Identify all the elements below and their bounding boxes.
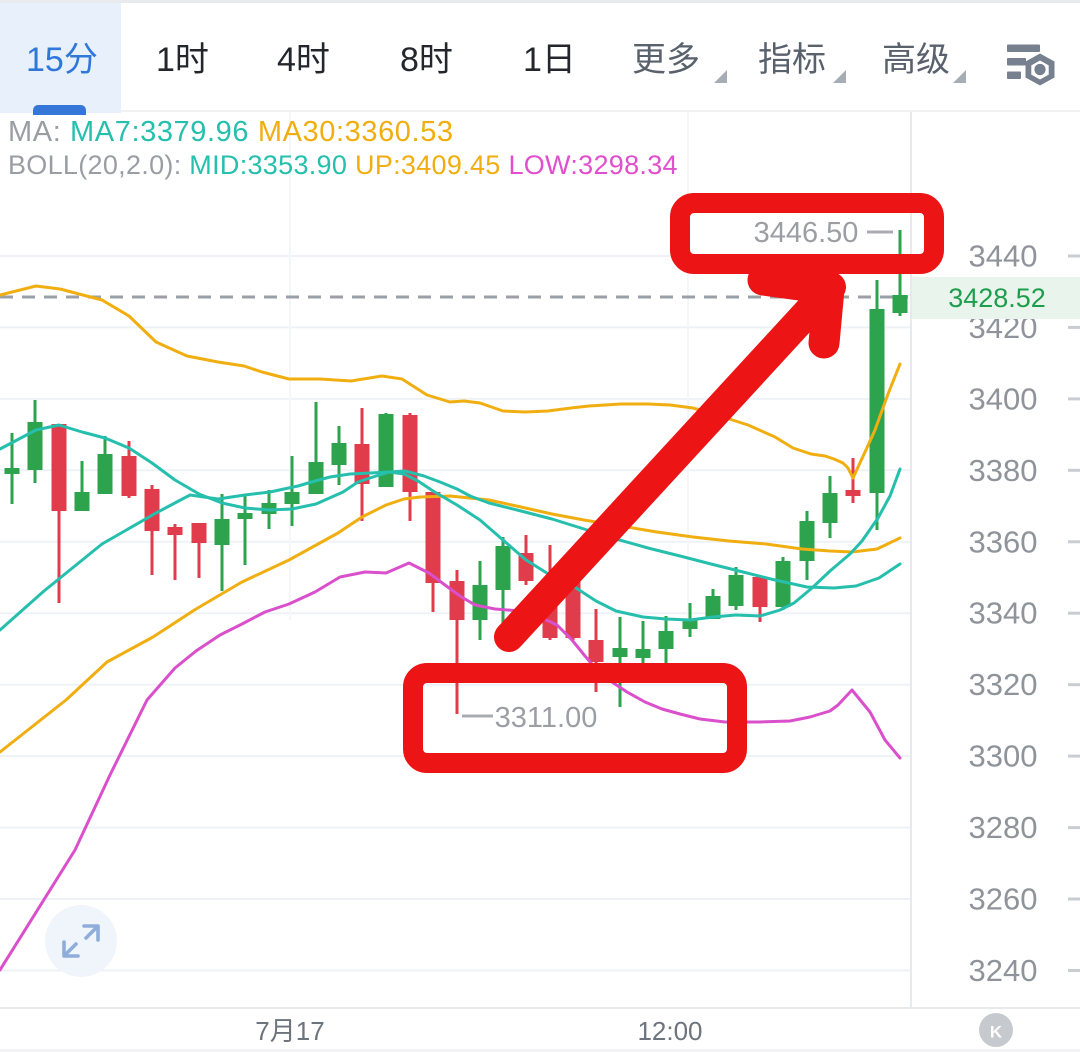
svg-text:3360: 3360 <box>969 524 1038 559</box>
svg-text:3260: 3260 <box>969 882 1038 917</box>
svg-text:3320: 3320 <box>969 667 1038 702</box>
svg-text:3428.52: 3428.52 <box>948 283 1046 313</box>
svg-text:3440: 3440 <box>969 239 1038 274</box>
svg-text:3380: 3380 <box>969 453 1038 488</box>
svg-text:3311.00: 3311.00 <box>495 702 598 734</box>
svg-text:K: K <box>990 1023 1003 1042</box>
svg-text:7月17: 7月17 <box>255 1016 324 1046</box>
svg-text:3240: 3240 <box>969 953 1038 988</box>
svg-text:3446.50: 3446.50 <box>754 217 859 249</box>
svg-text:MA: MA7:3379.96 MA30:3360.53: MA: MA7:3379.96 MA30:3360.53 <box>8 116 454 148</box>
svg-text:3400: 3400 <box>969 381 1038 416</box>
svg-text:3340: 3340 <box>969 596 1038 631</box>
svg-text:3280: 3280 <box>969 810 1038 845</box>
svg-text:12:00: 12:00 <box>637 1016 702 1046</box>
svg-text:3300: 3300 <box>969 739 1038 774</box>
svg-text:BOLL(20,2.0): MID:3353.90 UP:3: BOLL(20,2.0): MID:3353.90 UP:3409.45 LOW… <box>8 150 678 180</box>
